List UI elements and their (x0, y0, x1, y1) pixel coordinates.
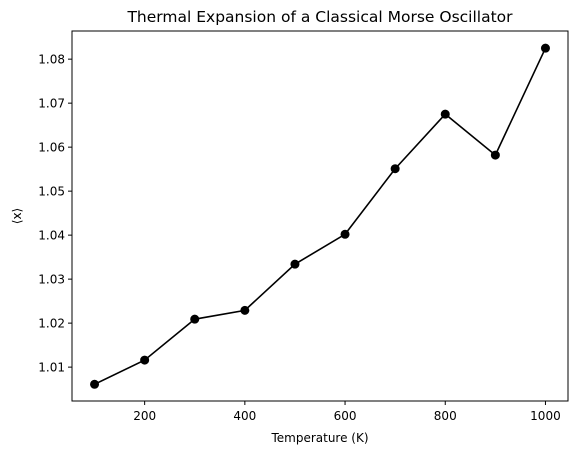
data-point (90, 379, 100, 389)
x-tick-label: 200 (133, 409, 156, 423)
data-point (440, 109, 450, 119)
data-point (490, 150, 500, 160)
y-axis-label: ⟨x⟩ (10, 208, 24, 224)
y-tick-label: 1.05 (38, 184, 65, 198)
data-point (390, 164, 400, 174)
y-tick-label: 1.07 (38, 96, 65, 110)
y-axis: 1.01 1.02 1.03 1.04 1.05 1.06 1.07 1.08 (38, 52, 72, 374)
data-point (140, 355, 150, 365)
y-tick-label: 1.02 (38, 316, 65, 330)
series-line (94, 47, 547, 386)
y-tick-label: 1.08 (38, 52, 65, 66)
y-tick-label: 1.06 (38, 140, 65, 154)
data-point (290, 259, 300, 269)
x-tick-label: 600 (334, 409, 357, 423)
plot-area (71, 30, 569, 402)
data-point (540, 43, 550, 53)
data-point (190, 314, 200, 324)
chart-title: Thermal Expansion of a Classical Morse O… (126, 8, 513, 26)
data-point (340, 229, 350, 239)
x-tick-label: 400 (233, 409, 256, 423)
x-axis-label: Temperature (K) (270, 431, 368, 445)
series-markers (90, 43, 550, 389)
y-tick-label: 1.01 (38, 360, 65, 374)
data-point (240, 305, 250, 315)
x-axis: 200 400 600 800 1000 (133, 401, 561, 423)
x-tick-label: 800 (434, 409, 457, 423)
y-tick-label: 1.04 (38, 228, 65, 242)
y-tick-label: 1.03 (38, 272, 65, 286)
x-tick-label: 1000 (530, 409, 561, 423)
